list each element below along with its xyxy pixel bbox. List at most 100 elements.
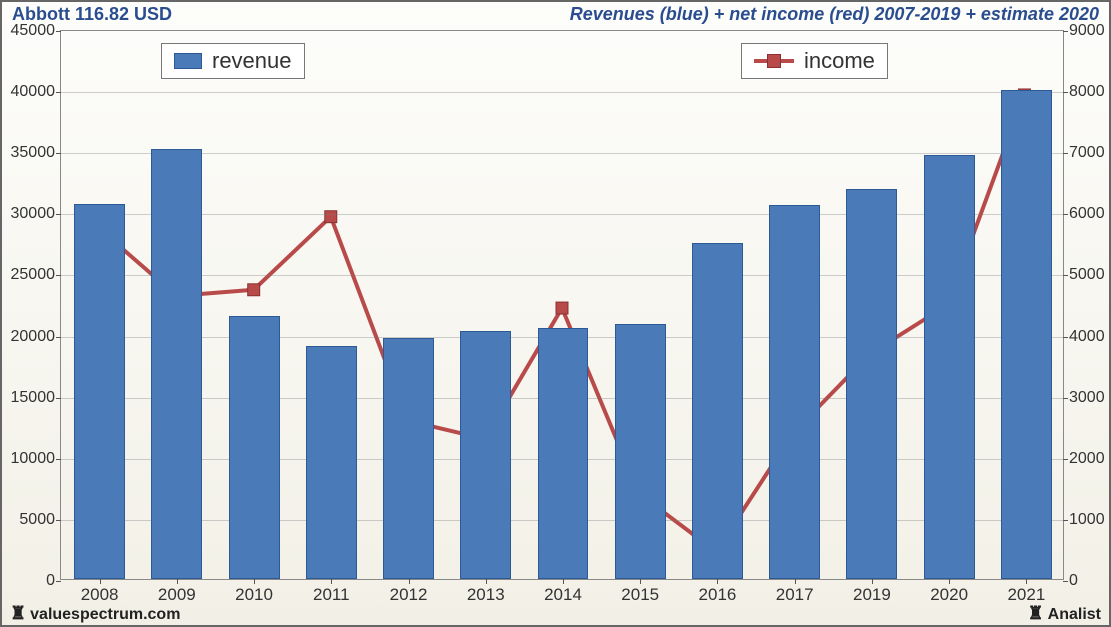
y-tick-right	[1063, 398, 1068, 399]
x-label: 2019	[853, 585, 891, 605]
y-label-left: 40000	[11, 83, 56, 101]
y-tick-left	[56, 398, 61, 399]
legend-revenue: revenue	[161, 43, 305, 79]
x-label: 2008	[81, 585, 119, 605]
revenue-bar	[229, 316, 280, 579]
x-label: 2016	[699, 585, 737, 605]
y-label-right: 8000	[1069, 83, 1105, 101]
x-tick	[177, 579, 178, 584]
y-tick-right	[1063, 92, 1068, 93]
x-tick	[100, 579, 101, 584]
y-label-right: 9000	[1069, 22, 1105, 40]
revenue-bar	[151, 149, 202, 579]
x-label: 2012	[390, 585, 428, 605]
footer: ♜valuespectrum.com ♜Analist	[2, 603, 1109, 625]
revenue-bar	[460, 331, 511, 579]
x-tick	[254, 579, 255, 584]
title-row: Abbott 116.82 USD Revenues (blue) + net …	[2, 2, 1109, 26]
y-tick-right	[1063, 520, 1068, 521]
x-label: 2021	[1007, 585, 1045, 605]
y-tick-right	[1063, 31, 1068, 32]
title-right: Revenues (blue) + net income (red) 2007-…	[570, 4, 1099, 25]
y-label-left: 25000	[11, 266, 56, 284]
legend-income-swatch	[754, 51, 794, 71]
y-label-right: 1000	[1069, 511, 1105, 529]
grid-line	[61, 92, 1063, 93]
y-label-right: 4000	[1069, 328, 1105, 346]
x-tick	[409, 579, 410, 584]
y-tick-right	[1063, 337, 1068, 338]
plot-area: revenue income 0500010000150002000025000…	[60, 30, 1064, 580]
y-label-left: 0	[46, 572, 55, 590]
x-tick	[872, 579, 873, 584]
footer-left-text: valuespectrum.com	[30, 606, 180, 623]
x-label: 2020	[930, 585, 968, 605]
y-label-right: 3000	[1069, 389, 1105, 407]
y-tick-left	[56, 92, 61, 93]
y-tick-left	[56, 31, 61, 32]
revenue-bar	[769, 205, 820, 579]
revenue-bar	[1001, 90, 1052, 579]
x-label: 2009	[158, 585, 196, 605]
rook-icon: ♜	[1028, 604, 1044, 622]
y-label-right: 2000	[1069, 450, 1105, 468]
y-label-left: 5000	[19, 511, 55, 529]
x-label: 2011	[313, 585, 350, 605]
x-tick	[486, 579, 487, 584]
grid-line	[61, 275, 1063, 276]
grid-line	[61, 214, 1063, 215]
x-tick	[717, 579, 718, 584]
legend-revenue-label: revenue	[212, 48, 292, 74]
y-tick-left	[56, 214, 61, 215]
x-label: 2010	[235, 585, 273, 605]
x-tick	[1026, 579, 1027, 584]
x-tick	[563, 579, 564, 584]
legend-income-label: income	[804, 48, 875, 74]
x-tick	[640, 579, 641, 584]
y-tick-right	[1063, 214, 1068, 215]
y-label-right: 5000	[1069, 266, 1105, 284]
y-tick-right	[1063, 153, 1068, 154]
footer-right-text: Analist	[1048, 606, 1101, 623]
x-label: 2013	[467, 585, 505, 605]
x-tick	[795, 579, 796, 584]
x-label: 2015	[621, 585, 659, 605]
y-tick-right	[1063, 275, 1068, 276]
y-tick-left	[56, 520, 61, 521]
x-label: 2017	[776, 585, 814, 605]
y-tick-left	[56, 337, 61, 338]
footer-left: ♜valuespectrum.com	[10, 604, 180, 624]
grid-line	[61, 153, 1063, 154]
footer-right: ♜Analist	[1028, 604, 1101, 624]
y-tick-left	[56, 153, 61, 154]
revenue-bar	[846, 189, 897, 579]
legend-revenue-swatch	[174, 53, 202, 69]
y-tick-left	[56, 581, 61, 582]
revenue-bar	[924, 155, 975, 579]
x-tick	[949, 579, 950, 584]
y-label-left: 30000	[11, 205, 56, 223]
y-label-right: 0	[1069, 572, 1078, 590]
y-tick-right	[1063, 459, 1068, 460]
revenue-bar	[74, 204, 125, 579]
x-tick	[331, 579, 332, 584]
y-label-left: 35000	[11, 144, 56, 162]
revenue-bar	[383, 338, 434, 579]
revenue-bar	[615, 324, 666, 579]
legend-income: income	[741, 43, 888, 79]
revenue-bar	[306, 346, 357, 579]
y-label-right: 7000	[1069, 144, 1105, 162]
y-label-left: 15000	[11, 389, 56, 407]
rook-icon: ♜	[10, 604, 26, 622]
y-label-left: 10000	[11, 450, 56, 468]
y-tick-left	[56, 275, 61, 276]
x-label: 2014	[544, 585, 582, 605]
y-tick-right	[1063, 581, 1068, 582]
y-label-left: 45000	[11, 22, 56, 40]
y-label-left: 20000	[11, 328, 56, 346]
y-label-right: 6000	[1069, 205, 1105, 223]
y-tick-left	[56, 459, 61, 460]
revenue-bar	[692, 243, 743, 579]
revenue-bar	[538, 328, 589, 579]
chart-frame: Abbott 116.82 USD Revenues (blue) + net …	[0, 0, 1111, 627]
